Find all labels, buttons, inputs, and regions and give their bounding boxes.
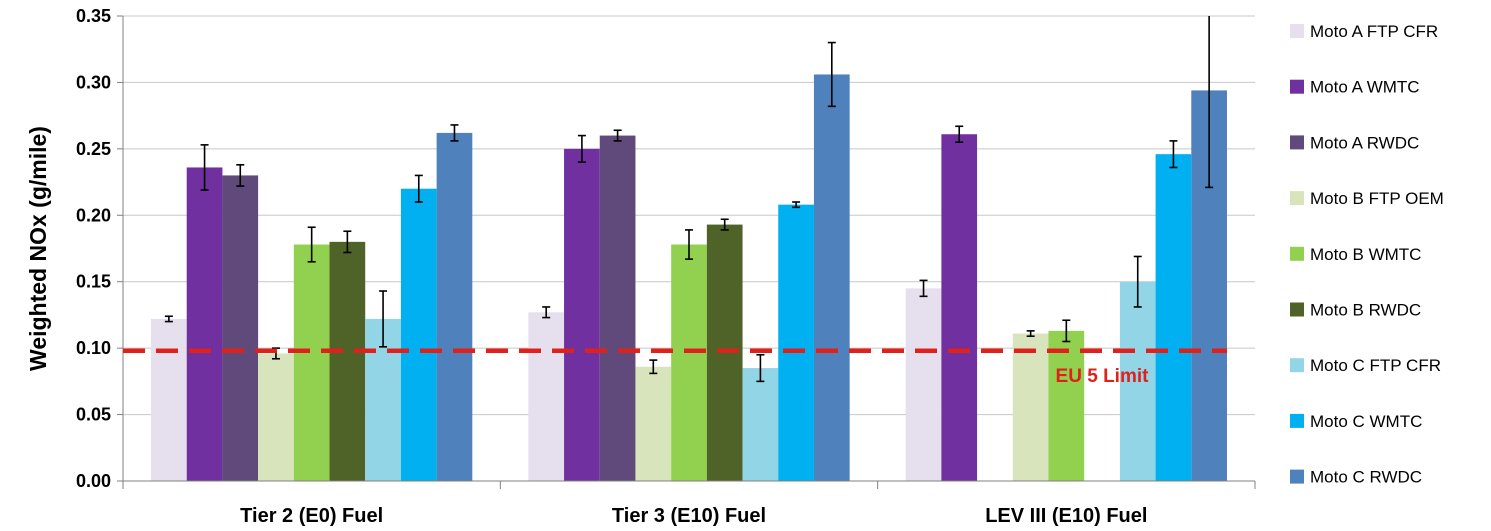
error-bars (164, 16, 1214, 383)
y-axis-title: Weighted NOx (g/mile) (25, 126, 51, 371)
error-bar (792, 201, 801, 209)
bar (186, 167, 223, 481)
y-tick-label: 0.35 (76, 6, 111, 26)
legend-label: Moto C RWDC (1310, 468, 1422, 487)
bar (151, 318, 187, 481)
bar (329, 241, 366, 481)
y-tick-label: 0.20 (76, 205, 111, 225)
bar (1155, 154, 1192, 481)
legend-item: Moto C WMTC (1290, 412, 1422, 431)
error-bar (1169, 140, 1178, 169)
legend-item: Moto A RWDC (1290, 133, 1419, 152)
legend-item: Moto A FTP CFR (1290, 22, 1438, 41)
bar (742, 368, 779, 481)
error-bar (343, 230, 352, 254)
y-tick-label: 0.25 (76, 139, 111, 159)
error-bar (1062, 319, 1071, 343)
bar (400, 188, 437, 481)
error-bar (1133, 255, 1142, 308)
error-bar (236, 164, 245, 187)
bar (813, 74, 850, 481)
y-tick-label: 0.30 (76, 72, 111, 92)
legend-item: Moto B RWDC (1290, 301, 1421, 320)
bar (436, 132, 473, 481)
error-bar (379, 290, 388, 348)
error-bar (450, 124, 459, 142)
bars (151, 74, 1227, 482)
error-bar (414, 174, 423, 203)
error-bar (919, 279, 928, 298)
error-bar (577, 134, 586, 163)
x-category-label: Tier 3 (E10) Fuel (612, 505, 766, 527)
legend-swatch (1290, 191, 1304, 206)
error-bar (542, 306, 551, 319)
error-bar (613, 129, 622, 142)
bar (1119, 281, 1156, 481)
bar (1012, 333, 1049, 481)
bar (635, 366, 672, 481)
legend-label: Moto A WMTC (1310, 78, 1420, 97)
legend-item: Moto A WMTC (1290, 78, 1420, 97)
category-labels: Tier 2 (E0) Fuel Tier 3 (E10) Fuel LEV III… (122, 481, 1256, 527)
legend-item: Moto B WMTC (1290, 245, 1421, 264)
legend-swatch (1290, 79, 1304, 94)
y-tick-label: 0.05 (76, 405, 111, 425)
legend-swatch (1290, 246, 1304, 261)
bar (293, 244, 330, 481)
y-tick-label: 0.15 (76, 272, 111, 292)
legend-swatch (1290, 135, 1304, 150)
legend-item: Moto C RWDC (1290, 468, 1422, 487)
x-category-label: Tier 2 (E0) Fuel (240, 505, 383, 527)
legend-label: Moto C FTP CFR (1310, 356, 1441, 375)
legend-swatch (1290, 358, 1304, 373)
legend: Moto A FTP CFR Moto A WMTC Moto A RWDC Moto… (1290, 22, 1444, 487)
error-bar (649, 359, 658, 375)
legend-swatch (1290, 302, 1304, 317)
eu5-limit-label: EU 5 Limit (1056, 366, 1150, 387)
y-axis-ticks: 0.00 0.05 0.10 0.15 0.20 0.25 0.30 0.35 (76, 6, 123, 491)
legend-item: Moto B FTP OEM (1290, 189, 1444, 208)
error-bar (1205, 16, 1214, 189)
legend-item: Moto C FTP CFR (1290, 356, 1441, 375)
bar (564, 148, 600, 481)
bar (528, 312, 565, 481)
bar (905, 288, 942, 481)
bar (778, 204, 814, 481)
legend-label: Moto B RWDC (1310, 301, 1421, 320)
error-bar (164, 315, 173, 323)
legend-label: Moto C WMTC (1310, 412, 1422, 431)
error-bar (955, 125, 964, 144)
legend-label: Moto B FTP OEM (1310, 189, 1444, 208)
legend-swatch (1290, 24, 1304, 38)
x-category-label: LEV III (E10) Fuel (985, 505, 1147, 527)
error-bar (685, 229, 693, 260)
axes (122, 16, 1255, 482)
error-bar (827, 41, 836, 108)
y-tick-label: 0.00 (76, 471, 111, 491)
error-bar (756, 353, 765, 383)
error-bar (307, 226, 316, 263)
bar (941, 134, 978, 481)
bar (1048, 330, 1085, 481)
legend-swatch (1290, 469, 1304, 484)
error-bar (1026, 330, 1035, 337)
y-tick-label: 0.10 (76, 338, 111, 358)
bar (222, 175, 259, 481)
bar (599, 135, 636, 482)
legend-label: Moto B WMTC (1310, 245, 1421, 264)
legend-label: Moto A FTP CFR (1310, 22, 1438, 41)
bar (671, 244, 707, 481)
legend-swatch (1290, 413, 1304, 428)
bar (258, 353, 294, 481)
error-bar (200, 144, 209, 191)
error-bar (720, 218, 729, 231)
legend-label: Moto A RWDC (1310, 133, 1419, 152)
